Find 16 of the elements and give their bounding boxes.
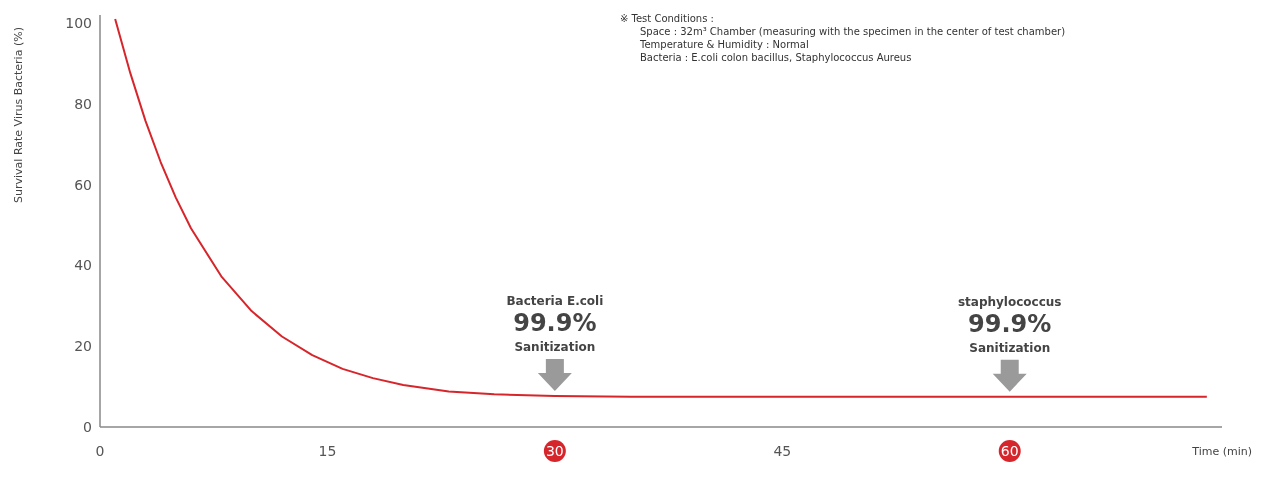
y-tick-label: 0 bbox=[83, 418, 92, 435]
annotation: Bacteria E.coli 99.9% Sanitization bbox=[506, 293, 604, 354]
y-tick-label: 20 bbox=[74, 338, 92, 355]
y-tick-label: 40 bbox=[74, 257, 92, 274]
x-tick-label: 15 bbox=[318, 442, 337, 459]
x-tick-label: 30 bbox=[545, 442, 564, 459]
x-tick-label: 0 bbox=[95, 442, 105, 459]
y-tick-label: 100 bbox=[65, 14, 92, 31]
y-axis-title: Survival Rate Virus Bacteria (%) bbox=[12, 27, 25, 203]
x-tick-label: 45 bbox=[773, 442, 792, 459]
annotation: ※ Test Conditions : Space : 32m³ Chamber (measuring with the specimen in the center of test chamber) Temperature & Humidity : Normal Bacteria : E.coli colon bacillus, Staphylococcus Aureus bbox=[620, 13, 1066, 63]
x-tick-label: 60 bbox=[1000, 442, 1019, 459]
y-tick-label: 60 bbox=[74, 176, 92, 193]
annotation: staphylococcus 99.9% Sanitization bbox=[957, 294, 1062, 355]
y-tick-label: 80 bbox=[74, 95, 92, 112]
x-axis-title: Time (min) bbox=[1191, 444, 1252, 458]
